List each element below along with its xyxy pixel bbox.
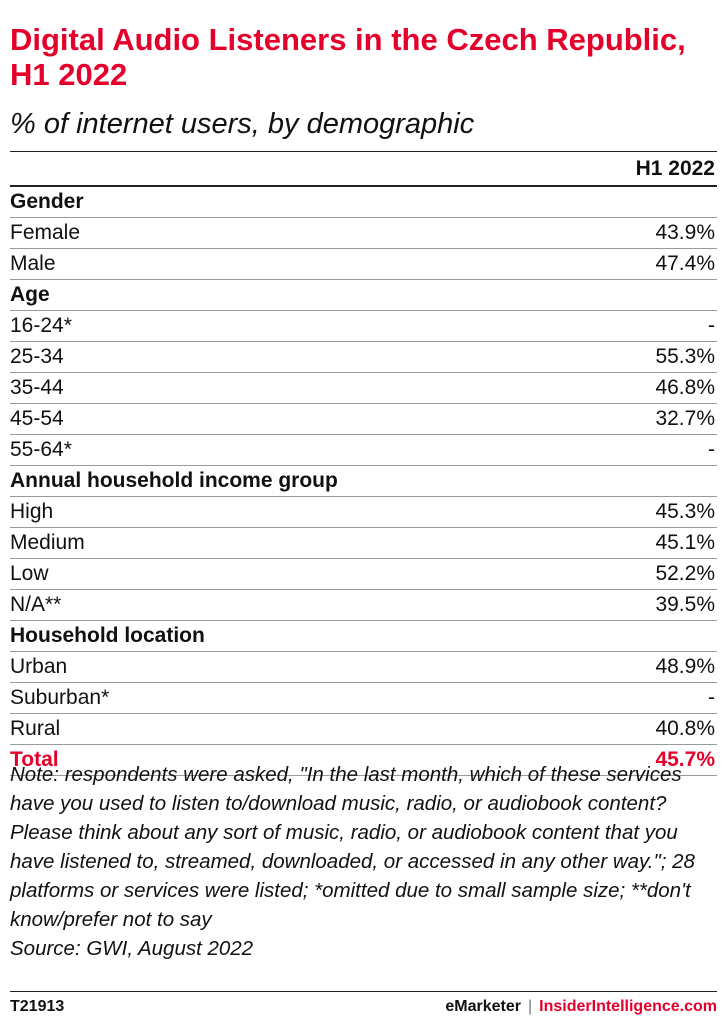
table-row: High 45.3% <box>10 497 717 528</box>
brand-name: eMarketer <box>445 998 522 1015</box>
table-row: 35-44 46.8% <box>10 373 717 404</box>
table-group-row: Gender <box>10 187 717 218</box>
row-value: 45.3% <box>655 500 715 523</box>
chart-title: Digital Audio Listeners in the Czech Rep… <box>10 22 686 92</box>
row-label: Rural <box>10 717 61 740</box>
row-label: Low <box>10 562 49 585</box>
data-table: H1 2022 Gender Female 43.9% Male 47.4% Age 16-… <box>10 151 717 776</box>
row-value: 45.1% <box>655 531 715 554</box>
source-text: Source: GWI, August 2022 <box>10 937 254 960</box>
table-row: Medium 45.1% <box>10 528 717 559</box>
row-value: 43.9% <box>655 221 715 244</box>
table-row: Suburban* - <box>10 683 717 714</box>
row-value: - <box>708 314 715 337</box>
note-text: Note: respondents were asked, "In the la… <box>10 763 695 931</box>
table-row: 45-54 32.7% <box>10 404 717 435</box>
chart-id: T21913 <box>10 998 65 1015</box>
row-value: 32.7% <box>655 407 715 430</box>
row-value: - <box>708 438 715 461</box>
table-row: Male 47.4% <box>10 249 717 280</box>
row-label: Male <box>10 252 56 275</box>
row-value: - <box>708 686 715 709</box>
site-link[interactable]: InsiderIntelligence.com <box>539 998 717 1015</box>
row-label: Total <box>10 748 59 771</box>
row-label: 25-34 <box>10 345 64 368</box>
table-row: Rural 40.8% <box>10 714 717 745</box>
table-row: N/A** 39.5% <box>10 590 717 621</box>
row-label: 45-54 <box>10 407 64 430</box>
table-row: Low 52.2% <box>10 559 717 590</box>
table-row: Female 43.9% <box>10 218 717 249</box>
footer-brand: eMarketer | InsiderIntelligence.com <box>445 998 717 1016</box>
table-group-row: Age <box>10 280 717 311</box>
table-group-row: Annual household income group <box>10 466 717 497</box>
row-label: Age <box>10 283 50 306</box>
table-row: 25-34 55.3% <box>10 342 717 373</box>
row-label: 55-64* <box>10 438 72 461</box>
table-row: 16-24* - <box>10 311 717 342</box>
column-header: H1 2022 <box>635 156 715 180</box>
row-label: N/A** <box>10 593 62 616</box>
row-value: 52.2% <box>655 562 715 585</box>
row-value: 55.3% <box>655 345 715 368</box>
row-value: 39.5% <box>655 593 715 616</box>
row-label: Medium <box>10 531 85 554</box>
row-label: Female <box>10 221 81 244</box>
row-label: 16-24* <box>10 314 72 337</box>
row-label: Suburban* <box>10 686 110 709</box>
chart-subtitle: % of internet users, by demographic <box>10 108 475 140</box>
table-row: 55-64* - <box>10 435 717 466</box>
row-value: 47.4% <box>655 252 715 275</box>
row-label: 35-44 <box>10 376 64 399</box>
footnote: Note: respondents were asked, "In the la… <box>10 760 717 963</box>
row-label: Household location <box>10 624 205 647</box>
row-value: 48.9% <box>655 655 715 678</box>
footer: T21913 eMarketer | InsiderIntelligence.c… <box>10 991 717 1022</box>
row-label: High <box>10 500 54 523</box>
row-label: Annual household income group <box>10 469 338 492</box>
footer-separator: | <box>528 998 533 1015</box>
row-value: 40.8% <box>655 717 715 740</box>
row-value: 46.8% <box>655 376 715 399</box>
row-label: Urban <box>10 655 68 678</box>
table-total-row: Total 45.7% <box>10 745 717 776</box>
table-body: Gender Female 43.9% Male 47.4% Age 16-24* - 25-3… <box>10 187 717 776</box>
table-header-row: H1 2022 <box>10 152 717 187</box>
row-value: 45.7% <box>655 748 715 771</box>
table-row: Urban 48.9% <box>10 652 717 683</box>
table-group-row: Household location <box>10 621 717 652</box>
row-label: Gender <box>10 190 84 213</box>
